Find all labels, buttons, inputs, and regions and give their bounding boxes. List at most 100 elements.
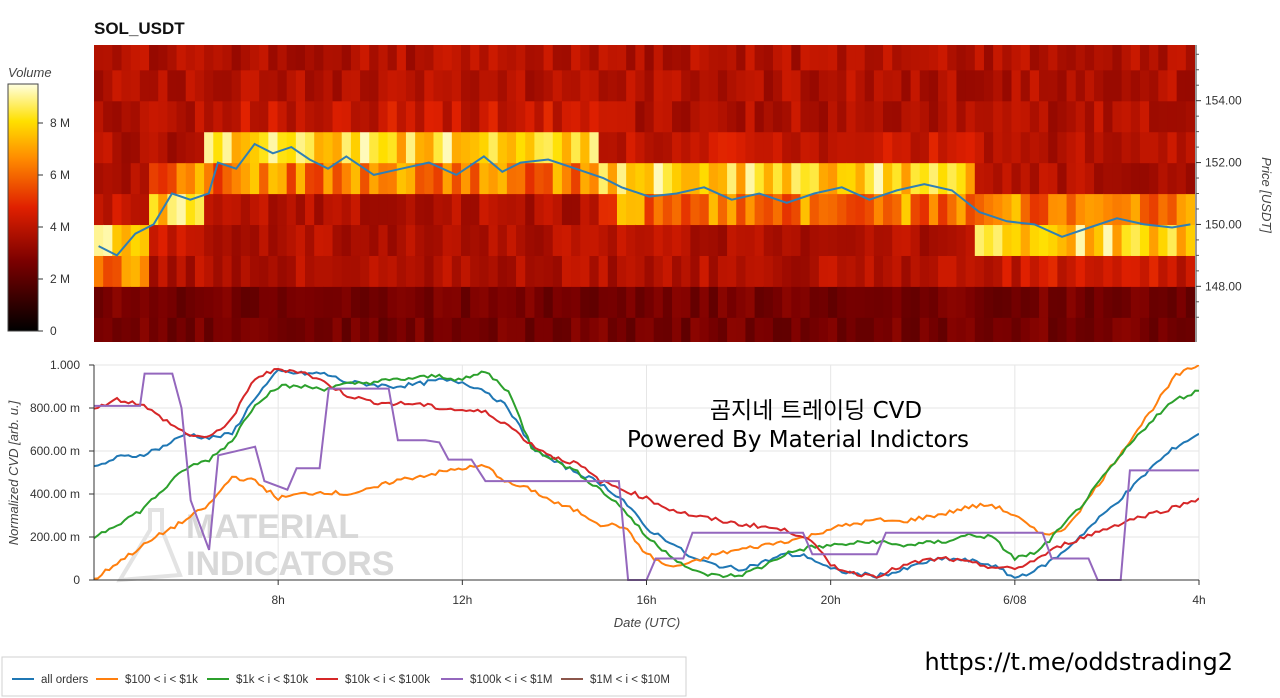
heatmap-cell <box>745 317 756 342</box>
heatmap-cell <box>910 286 921 318</box>
heatmap-cell <box>919 100 930 133</box>
heatmap-cell <box>461 162 471 195</box>
heatmap-cell <box>470 100 480 133</box>
heatmap-cell <box>644 224 655 256</box>
heatmap-cell <box>158 317 169 342</box>
heatmap-cell <box>249 224 260 256</box>
heatmap-cell <box>1149 255 1159 287</box>
heatmap-cell <box>130 100 141 133</box>
heatmap-cell <box>644 255 655 287</box>
heatmap-cell <box>699 193 710 226</box>
heatmap-cell <box>378 193 389 226</box>
colorbar-tick-label: 6 M <box>50 168 70 182</box>
heatmap-cell <box>369 317 380 342</box>
heatmap-cell <box>580 131 591 164</box>
heatmap-cell <box>974 317 985 342</box>
heatmap-cell <box>974 224 985 256</box>
heatmap-cell <box>965 131 976 164</box>
heatmap-cell <box>589 162 600 195</box>
heatmap-cell <box>983 193 994 226</box>
heatmap-cell <box>727 286 737 318</box>
heatmap-cell <box>956 224 967 256</box>
heatmap-cell <box>1112 45 1123 71</box>
heatmap-cell <box>1167 224 1178 256</box>
heatmap-cell <box>396 45 407 71</box>
heatmap-cell <box>552 224 563 256</box>
heatmap-cell <box>1039 100 1049 133</box>
legend-item-label[interactable]: $100 < i < $1k <box>125 674 198 686</box>
heatmap-cell <box>1176 255 1187 287</box>
heatmap-cell <box>112 317 123 342</box>
legend-item-label[interactable]: $100k < i < $1M <box>470 674 552 686</box>
heatmap-cell <box>1066 162 1077 195</box>
heatmap-cell <box>240 162 251 195</box>
heatmap-cell <box>424 100 435 133</box>
heatmap-cell <box>240 131 251 164</box>
heatmap-cell <box>809 162 820 195</box>
legend-item-label[interactable]: all orders <box>41 674 89 686</box>
heatmap-cell <box>534 224 545 256</box>
heatmap-cell <box>305 193 315 226</box>
heatmap-cell <box>1158 100 1169 133</box>
heatmap-cell <box>1139 45 1150 71</box>
heatmap-cell <box>763 193 774 226</box>
heatmap-cell <box>708 69 719 102</box>
heatmap-cell <box>846 317 857 342</box>
heatmap-cell <box>947 317 958 342</box>
heatmap-cell <box>1158 131 1169 164</box>
heatmap-cell <box>222 193 233 226</box>
heatmap-cell <box>928 100 939 133</box>
footer-url[interactable]: https://t.me/oddstrading2 <box>924 648 1233 676</box>
heatmap-cell <box>497 100 508 133</box>
heatmap-cell <box>947 69 958 102</box>
heatmap-cell <box>883 131 893 164</box>
cvd-y-tick-label: 600.00 m <box>30 444 80 458</box>
heatmap-cell <box>194 317 205 342</box>
heatmap-cell <box>818 193 829 226</box>
heatmap-cell <box>350 286 361 318</box>
legend-item-label[interactable]: $1M < i < $10M <box>590 674 670 686</box>
heatmap-cell <box>772 69 783 102</box>
heatmap-cell <box>1029 286 1040 318</box>
heatmap-cell <box>1048 131 1058 164</box>
heatmap-cell <box>552 317 563 342</box>
heatmap-cell <box>387 162 398 195</box>
heatmap-cell <box>176 100 187 133</box>
heatmap-cell <box>635 255 646 287</box>
heatmap-cell <box>1158 193 1169 226</box>
heatmap-cell <box>213 162 224 195</box>
legend-item-label[interactable]: $1k < i < $10k <box>236 674 308 686</box>
heatmap-cell <box>433 69 444 102</box>
heatmap-cell <box>690 69 701 102</box>
heatmap-cell <box>561 131 572 164</box>
heatmap-cell <box>277 193 288 226</box>
heatmap-cell <box>305 286 315 318</box>
heatmap-cell <box>442 255 453 287</box>
heatmap-cell <box>681 69 691 102</box>
heatmap-cell <box>993 224 1003 256</box>
heatmap-cell <box>1048 162 1058 195</box>
heatmap-cell <box>139 317 150 342</box>
heatmap-cell <box>571 131 581 164</box>
heatmap-cell <box>993 131 1003 164</box>
heatmap-cell <box>442 45 453 71</box>
heatmap-cell <box>314 131 324 164</box>
heatmap-cell <box>396 255 407 287</box>
heatmap-cell <box>938 224 948 256</box>
heatmap-cell <box>1084 224 1095 256</box>
heatmap-cell <box>1139 162 1150 195</box>
heatmap-cell <box>360 193 370 226</box>
heatmap-cell <box>433 193 444 226</box>
colorbar <box>7 83 39 332</box>
heatmap-cell <box>965 224 976 256</box>
heatmap-cell <box>644 100 655 133</box>
legend-item-label[interactable]: $10k < i < $100k <box>345 674 430 686</box>
heatmap-cell <box>598 131 609 164</box>
heatmap-cell <box>607 255 618 287</box>
heatmap-cell <box>662 131 673 164</box>
heatmap-cell <box>231 193 242 226</box>
heatmap-cell <box>699 100 710 133</box>
heatmap-cell <box>479 193 490 226</box>
heatmap-cell <box>176 255 187 287</box>
heatmap-cell <box>112 69 123 102</box>
